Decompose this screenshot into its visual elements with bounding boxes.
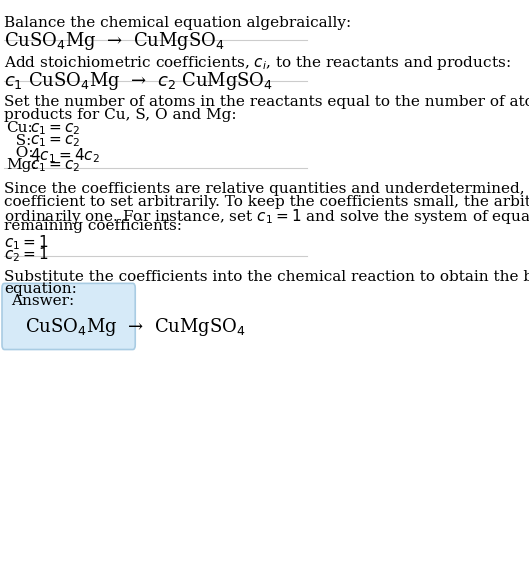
Text: O:: O:	[6, 146, 34, 160]
Text: $c_1 = c_2$: $c_1 = c_2$	[30, 158, 80, 174]
Text: products for Cu, S, O and Mg:: products for Cu, S, O and Mg:	[4, 108, 237, 122]
Text: $c_1 = c_2$: $c_1 = c_2$	[30, 121, 80, 137]
Text: coefficient to set arbitrarily. To keep the coefficients small, the arbitrary va: coefficient to set arbitrarily. To keep …	[4, 195, 529, 209]
Text: Substitute the coefficients into the chemical reaction to obtain the balanced: Substitute the coefficients into the che…	[4, 270, 529, 284]
Text: ordinarily one. For instance, set $c_1 = 1$ and solve the system of equations fo: ordinarily one. For instance, set $c_1 =…	[4, 207, 529, 226]
Text: Balance the chemical equation algebraically:: Balance the chemical equation algebraica…	[4, 16, 352, 30]
Text: equation:: equation:	[4, 282, 77, 296]
Text: CuSO$_4$Mg  →  CuMgSO$_4$: CuSO$_4$Mg → CuMgSO$_4$	[4, 30, 225, 52]
Text: $c_1 = 1$: $c_1 = 1$	[4, 233, 49, 252]
Text: Since the coefficients are relative quantities and underdetermined, choose a: Since the coefficients are relative quan…	[4, 182, 529, 196]
Text: Add stoichiometric coefficients, $c_i$, to the reactants and products:: Add stoichiometric coefficients, $c_i$, …	[4, 54, 511, 72]
Text: $c_1 = c_2$: $c_1 = c_2$	[30, 134, 80, 149]
Text: Cu:: Cu:	[6, 121, 33, 135]
Text: CuSO$_4$Mg  →  CuMgSO$_4$: CuSO$_4$Mg → CuMgSO$_4$	[24, 317, 245, 339]
Text: Answer:: Answer:	[11, 294, 74, 308]
Text: $c_2 = 1$: $c_2 = 1$	[4, 245, 49, 264]
FancyBboxPatch shape	[2, 283, 135, 350]
Text: $c_1$ CuSO$_4$Mg  →  $c_2$ CuMgSO$_4$: $c_1$ CuSO$_4$Mg → $c_2$ CuMgSO$_4$	[4, 70, 273, 92]
Text: Set the number of atoms in the reactants equal to the number of atoms in the: Set the number of atoms in the reactants…	[4, 96, 529, 110]
Text: Mg:: Mg:	[6, 158, 37, 172]
Text: remaining coefficients:: remaining coefficients:	[4, 219, 183, 233]
Text: S:: S:	[6, 134, 31, 147]
Text: $4 c_1 = 4 c_2$: $4 c_1 = 4 c_2$	[30, 146, 99, 164]
